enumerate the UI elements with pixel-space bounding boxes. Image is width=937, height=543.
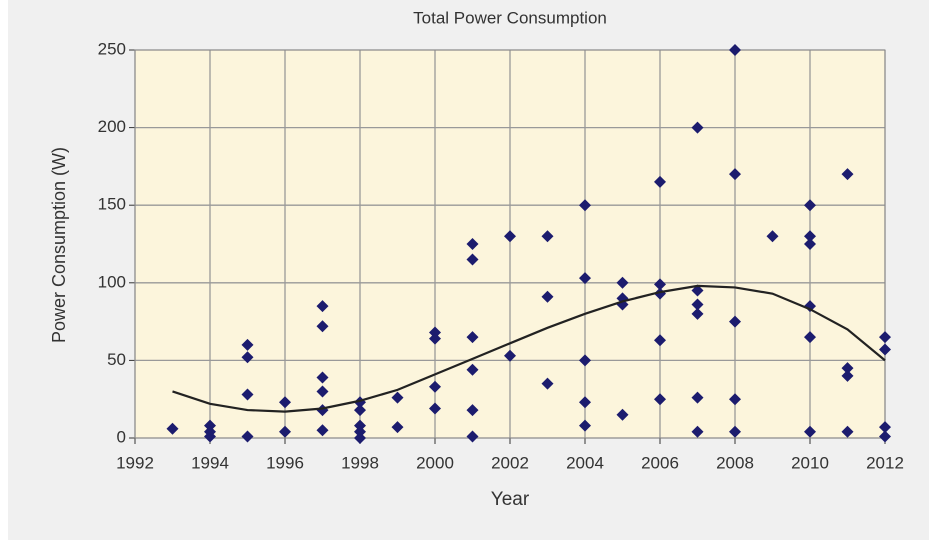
- x-axis-label: Year: [491, 489, 530, 510]
- point: [579, 396, 591, 409]
- point: [729, 44, 741, 56]
- point: [691, 391, 704, 404]
- point: [879, 421, 891, 434]
- point: [429, 380, 441, 393]
- point: [691, 121, 704, 134]
- point: [429, 402, 441, 415]
- x-tick-label: 2002: [491, 453, 529, 472]
- chart-title: Total Power Consumption: [413, 8, 607, 27]
- point: [241, 430, 254, 443]
- point: [691, 425, 704, 438]
- point: [504, 230, 516, 243]
- point: [804, 425, 816, 438]
- point: [729, 315, 741, 328]
- point: [279, 396, 291, 409]
- point: [541, 290, 554, 303]
- y-tick-label: 100: [98, 272, 126, 291]
- x-tick-label: 2000: [416, 453, 454, 472]
- point: [804, 331, 816, 344]
- x-tick-label: 2010: [791, 453, 829, 472]
- point: [879, 331, 891, 344]
- y-tick-label: 150: [98, 195, 126, 214]
- point: [241, 351, 254, 364]
- point: [729, 425, 741, 438]
- point: [841, 362, 854, 375]
- point: [166, 422, 179, 435]
- point: [241, 388, 254, 401]
- point: [466, 331, 479, 344]
- point: [316, 385, 329, 398]
- point: [804, 238, 816, 250]
- point: [879, 430, 891, 443]
- point: [391, 421, 404, 434]
- point: [804, 230, 816, 243]
- point: [579, 272, 591, 285]
- point: [729, 393, 741, 406]
- point: [654, 278, 666, 291]
- point: [654, 334, 666, 347]
- point: [316, 424, 329, 437]
- point: [541, 377, 554, 390]
- point: [691, 298, 704, 311]
- plot-border: [134, 49, 886, 439]
- point: [279, 425, 291, 438]
- point: [879, 343, 891, 356]
- point: [466, 430, 479, 443]
- point: [204, 419, 216, 432]
- x-tick-label: 1996: [266, 453, 304, 472]
- point: [354, 425, 366, 438]
- point: [466, 363, 479, 376]
- point: [841, 425, 854, 438]
- x-tick-label: 1992: [116, 453, 154, 472]
- point: [354, 404, 366, 417]
- y-tick-label: 0: [117, 427, 126, 446]
- point: [316, 320, 329, 333]
- point: [691, 307, 704, 320]
- point: [316, 300, 329, 313]
- x-tick-label: 1998: [341, 453, 379, 472]
- point: [616, 276, 629, 289]
- point: [579, 199, 591, 212]
- point: [204, 430, 216, 443]
- point: [391, 391, 404, 404]
- point: [429, 326, 441, 339]
- point: [429, 332, 441, 345]
- point: [466, 404, 479, 417]
- point: [841, 168, 854, 181]
- y-tick-label: 250: [98, 39, 126, 58]
- point: [729, 168, 741, 181]
- point: [766, 230, 779, 243]
- x-tick-label: 2004: [566, 453, 604, 472]
- point: [654, 393, 666, 406]
- trend-line: [172, 284, 886, 413]
- point: [466, 253, 479, 266]
- point: [579, 354, 591, 367]
- point: [504, 349, 516, 362]
- point: [466, 238, 479, 250]
- point: [354, 419, 366, 432]
- x-tick-label: 1994: [191, 453, 229, 472]
- point: [579, 419, 591, 432]
- x-tick-label: 2006: [641, 453, 679, 472]
- point: [654, 175, 666, 188]
- point: [691, 284, 704, 297]
- y-tick-label: 200: [98, 117, 126, 136]
- point: [616, 408, 629, 421]
- point: [841, 369, 854, 382]
- y-axis-label: Power Consumption (W): [49, 147, 69, 343]
- x-tick-label: 2008: [716, 453, 754, 472]
- point: [316, 371, 329, 384]
- point: [804, 199, 816, 212]
- y-tick-label: 50: [107, 350, 126, 369]
- point: [541, 230, 554, 243]
- point: [241, 338, 254, 351]
- point: [354, 432, 366, 444]
- x-tick-label: 2012: [866, 453, 904, 472]
